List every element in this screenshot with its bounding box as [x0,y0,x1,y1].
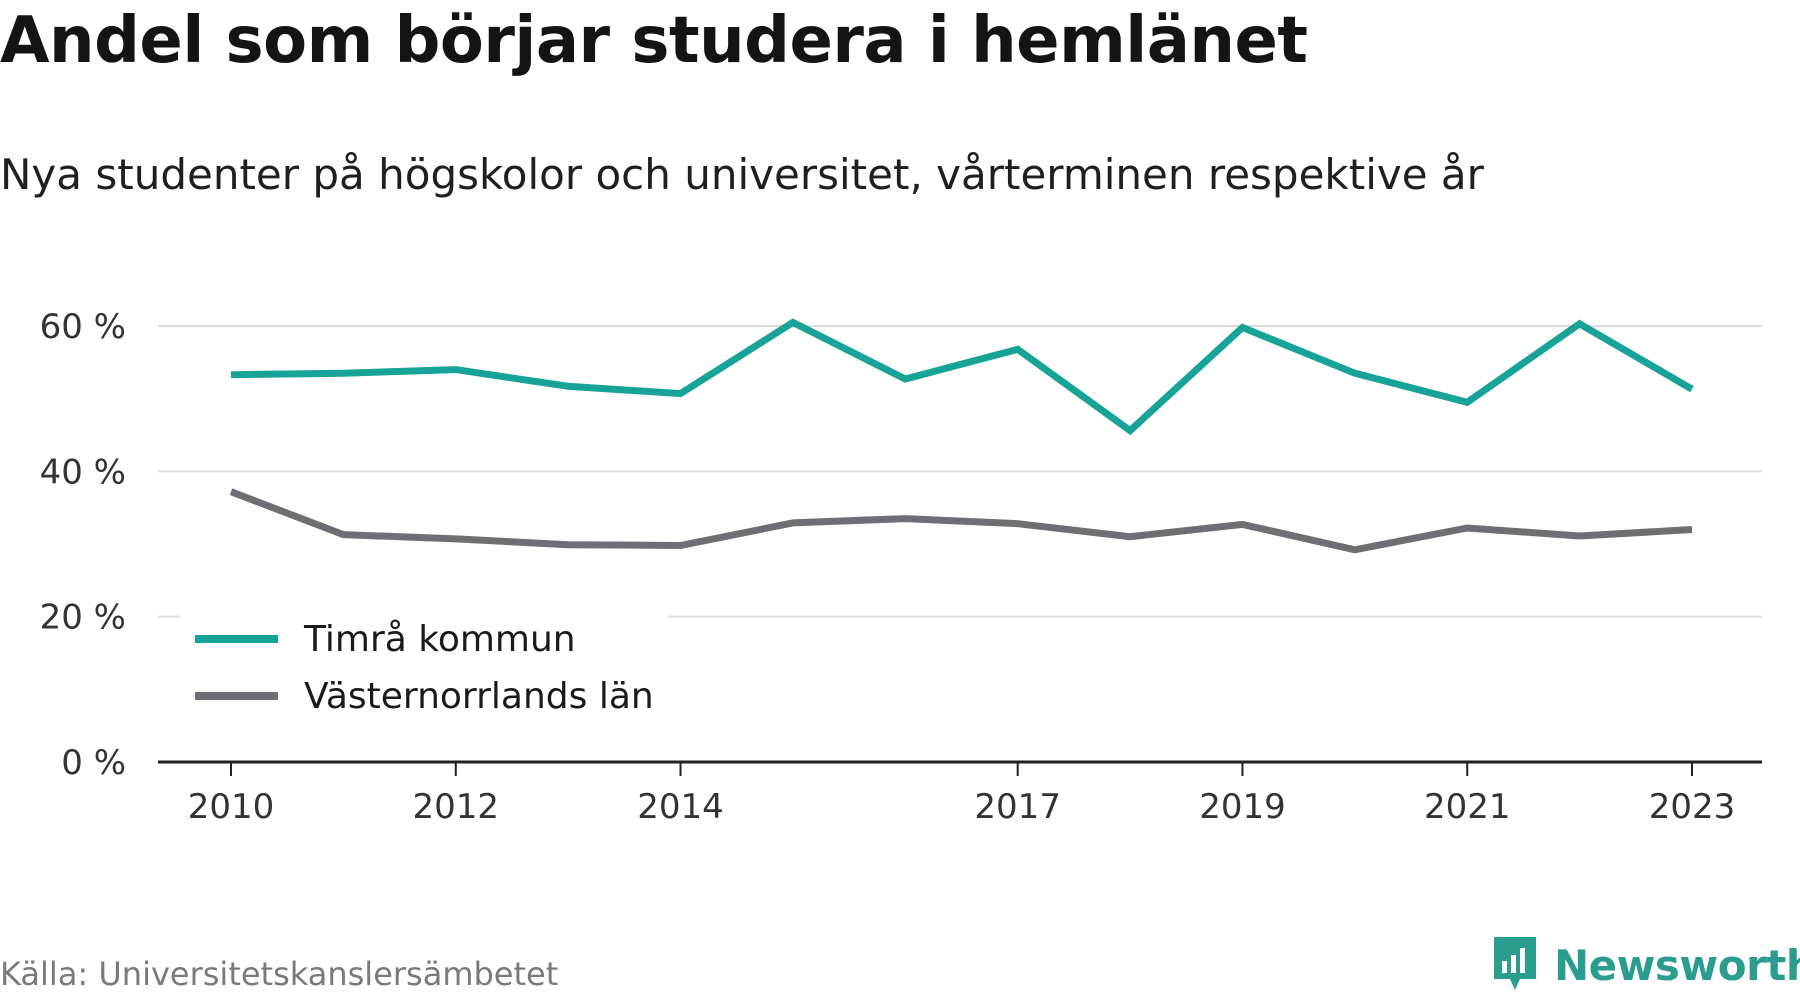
legend-background [180,612,668,730]
x-axis-labels: 2010 2012 2014 2017 2019 2021 2023 [188,787,1736,827]
newsworthy-icon [1494,937,1536,990]
chart-subtitle: Nya studenter på högskolor och universit… [0,150,1484,199]
y-tick-label: 40 % [40,452,126,492]
x-tick-label: 2012 [413,787,500,827]
x-tick-label: 2023 [1649,787,1736,827]
x-tick-label: 2014 [637,787,724,827]
x-tick-label: 2021 [1424,787,1511,827]
series-line-1 [230,318,1694,436]
y-tick-label: 0 % [61,743,126,783]
x-tick-label: 2017 [974,787,1061,827]
y-tick-label: 60 % [40,307,126,347]
legend-label-1: Timrå kommun [303,619,576,660]
x-axis [158,760,1762,776]
y-tick-label: 20 % [40,598,126,638]
series-line-2 [229,488,1693,554]
brand-name: Newsworthy [1554,940,1800,990]
x-tick-label: 2019 [1199,787,1286,827]
legend: Timrå kommun Västernorrlands län [180,612,668,730]
x-tick-label: 2010 [188,787,275,827]
legend-label-2: Västernorrlands län [304,676,654,717]
series-lines [229,318,1694,554]
chart-title: Andel som börjar studera i hemlänet [0,4,1308,78]
source-note: Källa: Universitetskanslersämbetet [0,955,559,993]
y-axis-labels: 0 % 20 % 40 % 60 % [40,307,126,783]
legend-item-2: Västernorrlands län [195,676,654,717]
brand-logo: Newsworthy [1490,935,1800,995]
legend-item-1: Timrå kommun [195,619,576,660]
